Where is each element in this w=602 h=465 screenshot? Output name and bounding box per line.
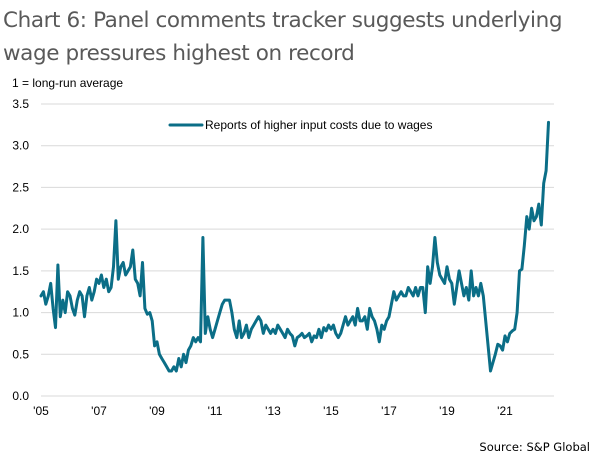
y-tick-label: 0.0: [12, 389, 29, 403]
y-tick-label: 1.0: [12, 306, 29, 320]
y-tick-label: 2.0: [12, 222, 29, 236]
y-tick-label: 1.5: [12, 264, 29, 278]
x-tick-label: '15: [323, 404, 339, 418]
chart-title: Chart 6: Panel comments tracker suggests…: [3, 8, 563, 66]
series-lines: [39, 120, 550, 373]
legend: Reports of higher input costs due to wag…: [168, 118, 432, 132]
y-tick-label: 2.5: [12, 180, 29, 194]
x-tick-label: '19: [439, 404, 455, 418]
gridlines: [41, 103, 554, 397]
x-tick-label: '07: [91, 404, 107, 418]
x-tick-label: '17: [381, 404, 397, 418]
x-tick-label: '21: [497, 404, 513, 418]
x-axis-ticks: '05 '07 '09 '11 '13 '15 '17 '19 '21: [33, 404, 513, 418]
y-tick-label: 0.5: [12, 347, 29, 361]
source-note: Source: S&P Global: [479, 440, 590, 454]
legend-label: Reports of higher input costs due to wag…: [205, 118, 432, 132]
series-line: [39, 120, 550, 373]
x-tick-label: '13: [265, 404, 281, 418]
y-tick-label: 3.5: [12, 97, 29, 111]
y-axis-ticks: 0.0 0.5 1.0 1.5 2.0 2.5 3.0 3.5: [12, 97, 29, 403]
y-tick-label: 3.0: [12, 139, 29, 153]
x-tick-label: '09: [149, 404, 165, 418]
y-axis-label: 1 = long-run average: [12, 76, 124, 90]
x-tick-label: '05: [33, 404, 49, 418]
x-tick-label: '11: [208, 404, 223, 418]
